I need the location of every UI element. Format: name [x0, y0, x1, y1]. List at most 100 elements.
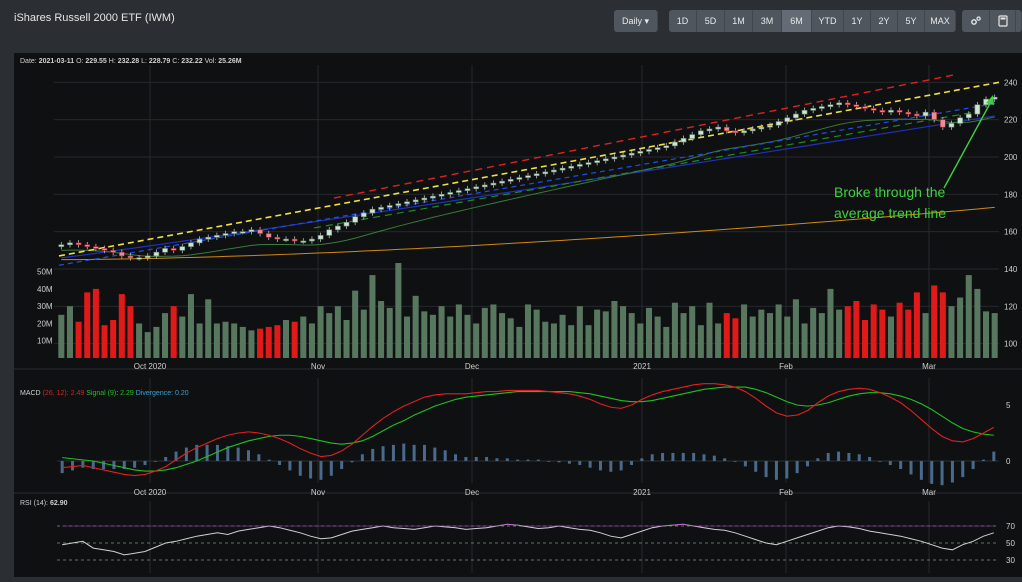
candle-body — [672, 141, 678, 147]
volume-bar — [360, 309, 367, 358]
x-tick-label: Oct 2020 — [134, 488, 167, 497]
range-button-6m[interactable]: 6M — [782, 10, 812, 32]
candle-body — [637, 151, 644, 154]
volume-bar — [853, 301, 860, 358]
macd-label: MACD — [20, 390, 41, 397]
volume-bar — [628, 313, 635, 358]
candle-body — [948, 123, 955, 128]
macd-paren-open: ( — [42, 390, 45, 397]
macd-histogram-bar — [878, 461, 882, 462]
macd-histogram-bar — [785, 461, 789, 479]
volume-bar — [689, 306, 696, 358]
volume-bar — [231, 323, 238, 358]
candle-body — [196, 238, 203, 244]
volume-bar — [559, 314, 566, 358]
settings-icon[interactable] — [962, 10, 990, 32]
volume-bar — [585, 325, 592, 358]
candle-body — [680, 138, 687, 143]
volume-bar — [801, 323, 808, 358]
volume-bar — [499, 313, 506, 358]
macd-histogram-bar — [557, 461, 561, 463]
candle-body — [214, 235, 220, 238]
candle-body — [957, 117, 963, 124]
page-title: iShares Russell 2000 ETF (IWM) — [14, 12, 175, 24]
candle-body — [58, 244, 65, 247]
macd-histogram-bar — [567, 461, 571, 464]
macd-histogram-bar — [743, 461, 747, 467]
macd-histogram-bar — [754, 461, 758, 472]
more-icon[interactable] — [1016, 10, 1022, 32]
volume-bar — [179, 316, 186, 358]
macd-histogram-bar — [640, 458, 644, 461]
macd-tick-label: 5 — [1006, 401, 1011, 410]
candle-body — [577, 164, 583, 167]
annotation-text-line1: Broke through the — [834, 184, 946, 200]
range-button-5d[interactable]: 5D — [697, 10, 725, 32]
range-button-ytd[interactable]: YTD — [812, 10, 844, 32]
macd-histogram-bar — [940, 461, 944, 486]
x-tick-label: Oct 2020 — [134, 362, 167, 371]
range-button-1y[interactable]: 1Y — [844, 10, 871, 32]
candle-body — [170, 248, 177, 251]
volume-bar — [507, 318, 514, 358]
macd-histogram-bar — [433, 447, 437, 461]
macd-histogram-bar — [588, 461, 592, 468]
volume-bar — [205, 299, 212, 358]
candle-body — [879, 110, 886, 113]
interval-dropdown[interactable]: Daily ▾ — [614, 10, 658, 32]
volume-bar — [879, 309, 886, 358]
close-label: C: — [172, 58, 180, 65]
macd-histogram-bar — [391, 444, 395, 461]
volume-bar — [827, 288, 834, 358]
volume-tick-label: 40M — [37, 285, 53, 294]
volume-bar — [447, 316, 454, 358]
volume-value: 25.26M — [218, 58, 242, 65]
volume-bar — [429, 314, 436, 358]
price-tick-label: 120 — [1004, 302, 1018, 311]
candle-body — [620, 154, 626, 158]
candle-body — [369, 208, 376, 214]
candle-body — [602, 158, 609, 162]
open-value: 229.55 — [85, 58, 107, 65]
macd-histogram-bar — [298, 461, 302, 476]
volume-bar — [58, 314, 65, 358]
price-tick-label: 240 — [1004, 78, 1018, 87]
volume-bar — [645, 307, 653, 358]
volume-bar — [680, 313, 687, 358]
volume-bar — [386, 307, 393, 358]
rsi-label: RSI (14): — [20, 500, 49, 507]
macd-histogram-bar — [278, 461, 282, 466]
candle-body — [870, 108, 877, 111]
range-button-5y[interactable]: 5Y — [898, 10, 925, 32]
macd-histogram-bar — [164, 456, 168, 461]
volume-bar — [464, 314, 471, 358]
candle-body — [654, 147, 661, 150]
volume-bar — [620, 306, 627, 358]
macd-histogram-bar — [702, 454, 706, 461]
x-tick-label: Mar — [922, 488, 936, 497]
macd-histogram-bar — [236, 447, 240, 461]
volume-bar — [792, 299, 799, 358]
candle-body — [430, 195, 436, 199]
candle-body — [723, 126, 730, 132]
range-button-1m[interactable]: 1M — [725, 10, 753, 32]
macd-histogram-bar — [733, 461, 737, 462]
macd-histogram-bar — [60, 461, 64, 474]
macd-histogram-bar — [961, 461, 965, 478]
volume-bar — [706, 302, 713, 358]
calculator-icon[interactable] — [990, 10, 1016, 32]
range-button-2y[interactable]: 2Y — [871, 10, 898, 32]
rsi-value: 62.90 — [49, 500, 68, 507]
volume-bar — [775, 304, 782, 358]
low-label: L: — [141, 58, 147, 65]
macd-histogram-bar — [205, 444, 209, 461]
volume-tick-label: 30M — [37, 302, 53, 311]
volume-bar — [403, 316, 411, 358]
range-button-1d[interactable]: 1D — [669, 10, 697, 32]
candle-body — [119, 251, 125, 257]
candle-body — [490, 182, 497, 186]
volume-bar — [965, 275, 972, 358]
range-button-max[interactable]: MAX — [925, 10, 956, 32]
range-button-3m[interactable]: 3M — [753, 10, 782, 32]
volume-bar — [568, 325, 575, 358]
